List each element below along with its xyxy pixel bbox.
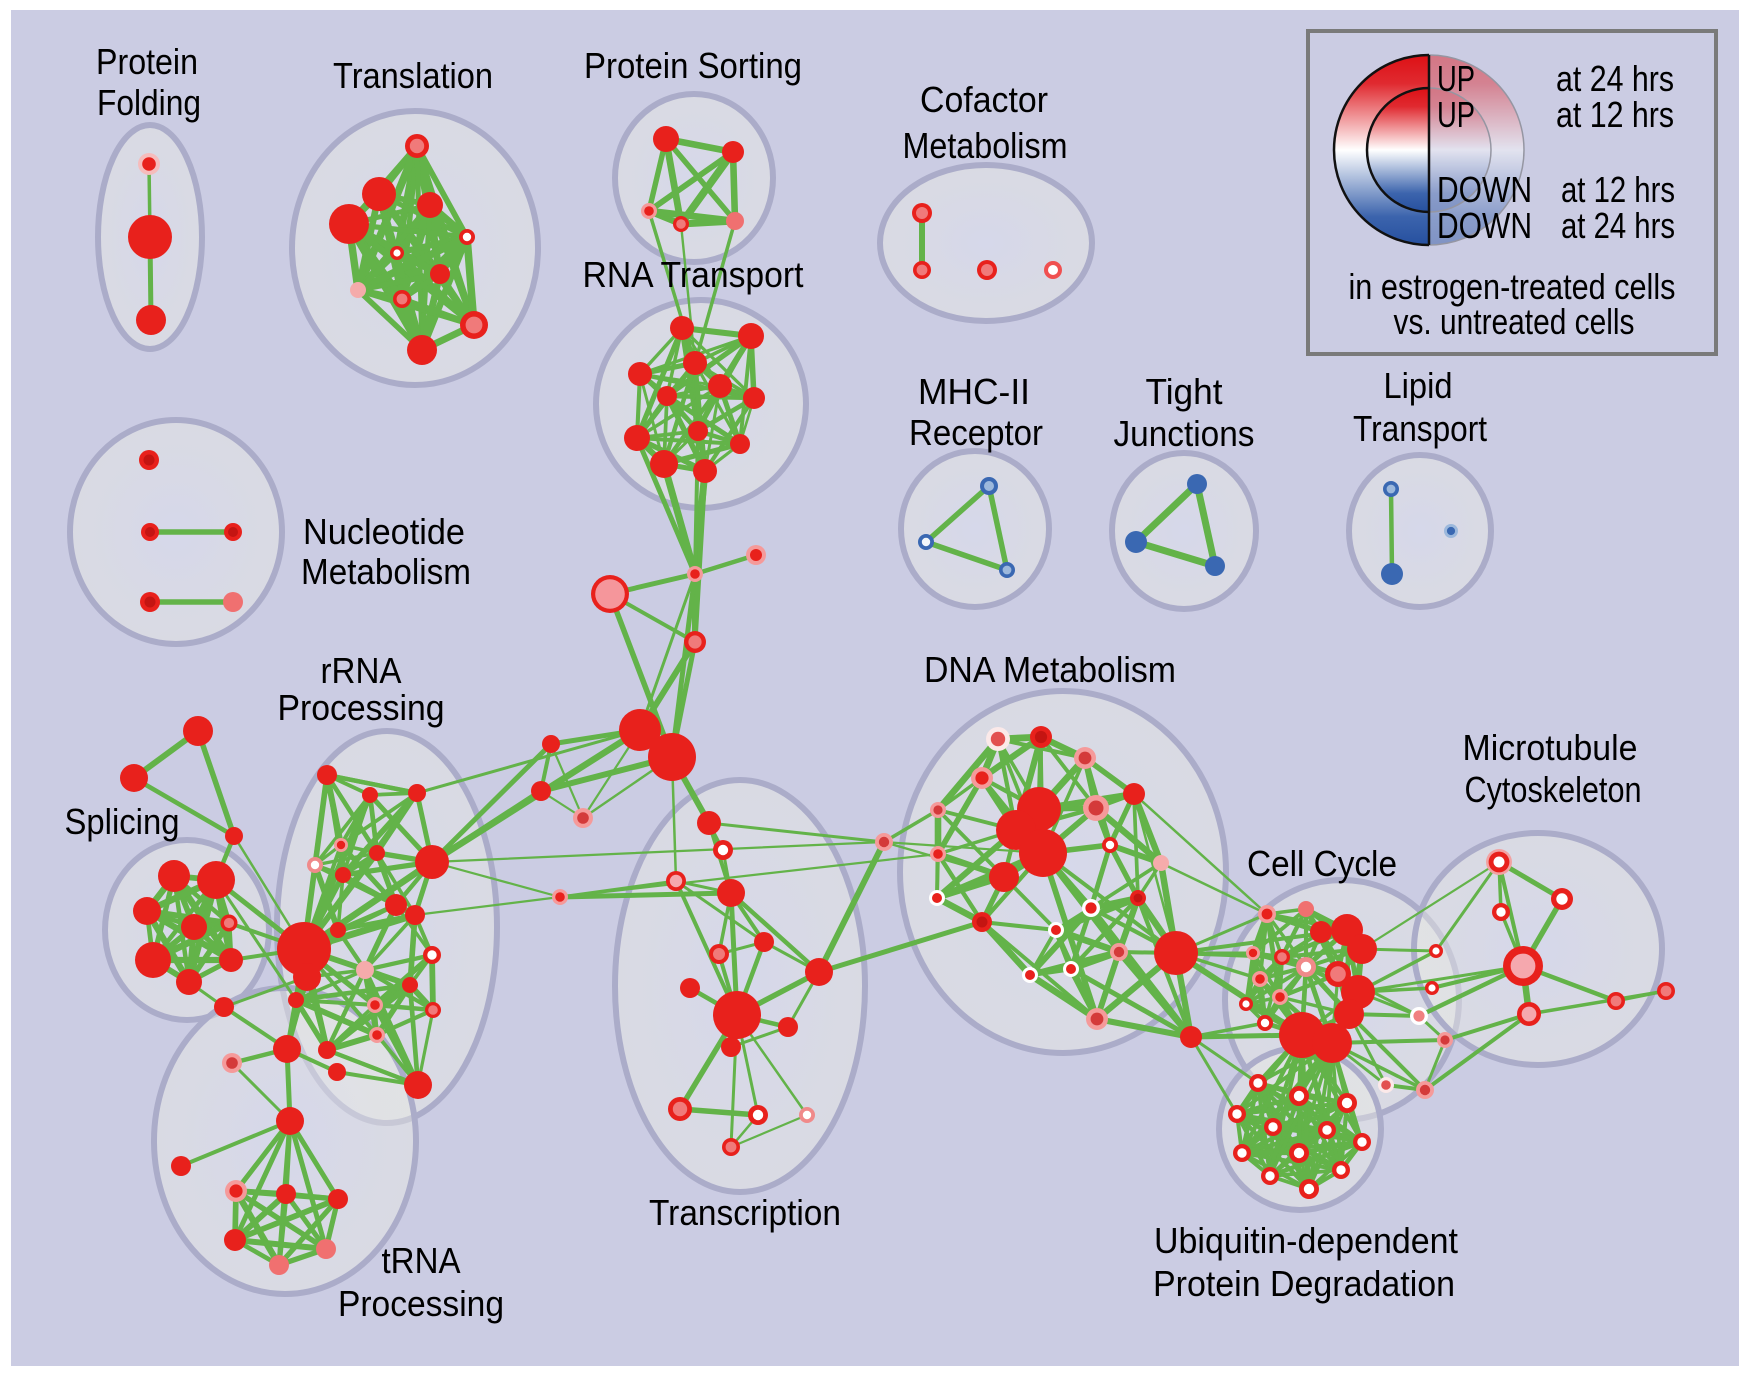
svg-text:DOWN: DOWN	[1437, 169, 1532, 210]
svg-text:Tight: Tight	[1146, 371, 1223, 412]
svg-text:Ubiquitin-dependent: Ubiquitin-dependent	[1154, 1220, 1458, 1261]
svg-text:Protein: Protein	[96, 41, 198, 82]
svg-text:at 24 hrs: at 24 hrs	[1561, 205, 1675, 246]
svg-text:UP: UP	[1437, 94, 1475, 135]
svg-text:tRNA: tRNA	[382, 1240, 461, 1281]
svg-text:Translation: Translation	[333, 55, 493, 96]
svg-text:Transcription: Transcription	[649, 1192, 841, 1233]
svg-text:Cofactor: Cofactor	[920, 79, 1048, 120]
svg-text:at 24 hrs: at 24 hrs	[1556, 58, 1674, 99]
svg-text:DNA Metabolism: DNA Metabolism	[924, 649, 1176, 690]
svg-text:Metabolism: Metabolism	[301, 551, 471, 592]
svg-text:Receptor: Receptor	[909, 412, 1043, 453]
svg-text:DOWN: DOWN	[1437, 205, 1532, 246]
svg-text:Processing: Processing	[338, 1283, 504, 1324]
svg-text:Junctions: Junctions	[1114, 413, 1255, 454]
svg-text:RNA Transport: RNA Transport	[583, 254, 804, 295]
svg-text:UP: UP	[1437, 58, 1475, 99]
svg-text:in estrogen-treated cells: in estrogen-treated cells	[1349, 266, 1676, 307]
svg-text:Cytoskeleton: Cytoskeleton	[1465, 769, 1642, 810]
svg-text:Splicing: Splicing	[65, 801, 180, 842]
svg-text:MHC-II: MHC-II	[918, 371, 1030, 412]
svg-text:Protein Sorting: Protein Sorting	[584, 45, 802, 86]
svg-text:Protein Degradation: Protein Degradation	[1153, 1263, 1455, 1304]
svg-text:Lipid: Lipid	[1384, 365, 1453, 406]
svg-text:Metabolism: Metabolism	[903, 125, 1068, 166]
svg-text:Transport: Transport	[1353, 408, 1487, 449]
svg-text:Folding: Folding	[97, 82, 201, 123]
svg-text:Processing: Processing	[278, 687, 445, 728]
svg-text:vs. untreated cells: vs. untreated cells	[1394, 301, 1635, 342]
svg-text:Nucleotide: Nucleotide	[303, 511, 465, 552]
svg-text:rRNA: rRNA	[321, 650, 402, 691]
svg-text:at 12 hrs: at 12 hrs	[1561, 169, 1675, 210]
svg-text:Cell Cycle: Cell Cycle	[1247, 843, 1397, 884]
svg-text:Microtubule: Microtubule	[1463, 727, 1638, 768]
svg-text:at 12 hrs: at 12 hrs	[1556, 94, 1674, 135]
